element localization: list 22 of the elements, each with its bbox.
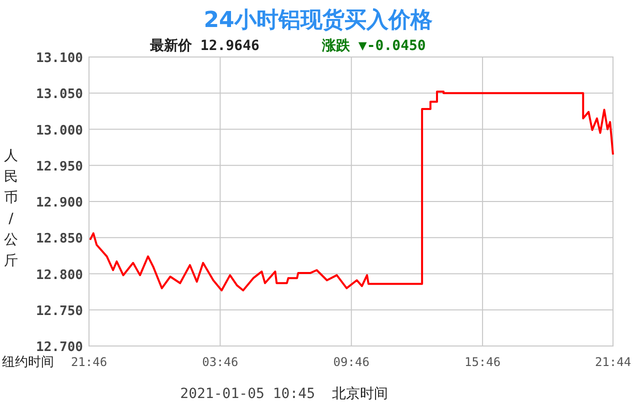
y-tick-label: 12.750 — [36, 304, 84, 319]
text: 2021-01-05 10:45 — [180, 386, 315, 402]
text: 北京时间 — [332, 386, 388, 402]
y-tick-label: 13.000 — [36, 123, 84, 138]
y-tick-label: 12.700 — [36, 340, 84, 355]
y-tick-label: 12.900 — [36, 196, 84, 210]
y-tick-label: 12.950 — [36, 159, 84, 174]
y-axis-title: 人民币/公斤 — [4, 148, 18, 269]
y-tick-label: 13.100 — [36, 51, 84, 66]
x-tick-label: 21:46 — [70, 355, 108, 369]
y-tick-label: 12.800 — [36, 268, 84, 283]
line-series — [89, 90, 614, 292]
x-tick-label: 15:46 — [464, 355, 501, 369]
x-axis-title: 纽约时间 — [2, 355, 54, 370]
text: 涨跌 ▼-0.0450 — [321, 38, 426, 54]
text: 最新价 12.9646 — [149, 37, 260, 54]
y-tick-label: 12.850 — [36, 232, 84, 247]
x-tick-label: 09:46 — [333, 355, 370, 369]
x-tick-label: 21:44 — [594, 355, 632, 369]
y-tick-label: 13.050 — [36, 87, 84, 102]
chart-title: 24小时铝现货买入价格 — [204, 8, 434, 33]
x-tick-label: 03:46 — [202, 355, 238, 369]
